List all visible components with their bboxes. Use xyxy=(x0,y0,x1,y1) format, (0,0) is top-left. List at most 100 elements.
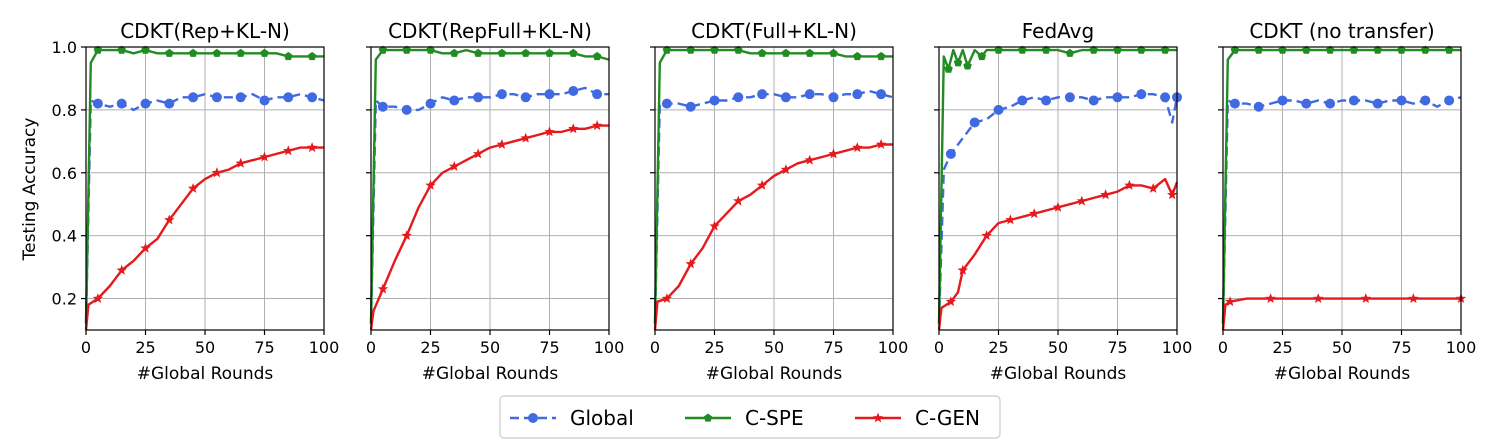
x-tick-label: 100 xyxy=(594,338,625,357)
legend-label-c-spe: C-SPE xyxy=(745,406,804,430)
data-point-c-spe xyxy=(1160,45,1170,54)
legend-marker-global xyxy=(528,413,538,423)
data-point-c-spe xyxy=(1349,45,1359,54)
data-point-global xyxy=(1372,98,1383,109)
data-point-c-gen xyxy=(259,151,270,162)
data-point-c-gen xyxy=(544,126,555,137)
x-tick-label: 50 xyxy=(480,338,500,357)
data-point-c-gen xyxy=(1148,183,1159,193)
data-point-c-spe xyxy=(497,48,507,57)
data-point-global xyxy=(1348,95,1359,106)
data-point-c-spe xyxy=(1113,45,1122,54)
data-point-c-gen xyxy=(211,167,223,178)
data-point-global xyxy=(425,98,436,109)
data-point-global xyxy=(92,98,103,109)
data-point-c-spe xyxy=(188,48,198,57)
data-point-c-gen xyxy=(1265,293,1276,303)
series-line-c-spe xyxy=(653,48,893,324)
x-tick-label: 100 xyxy=(1162,338,1193,357)
data-point-c-spe xyxy=(963,61,972,70)
y-axis-label: Testing Accuracy xyxy=(20,118,40,262)
series-line-c-gen xyxy=(84,146,324,331)
data-point-global xyxy=(1325,98,1336,109)
data-point-global xyxy=(1444,95,1455,106)
data-point-c-gen xyxy=(116,264,127,275)
panels: 0 25 50 75 100 0.2 0.4 0.6 0.8 1.0 CDKT(Rep+KL-N) #… xyxy=(52,19,1477,384)
data-point-c-spe xyxy=(1421,45,1430,54)
data-point-c-gen xyxy=(1408,293,1419,303)
data-point-c-spe xyxy=(165,48,174,57)
plot-frame xyxy=(654,46,894,331)
data-point-global xyxy=(993,104,1004,115)
data-point-global xyxy=(401,104,412,115)
data-point-c-gen xyxy=(1076,195,1087,206)
data-point-c-gen xyxy=(1124,179,1135,190)
data-point-c-gen xyxy=(283,145,294,156)
panel-title: CDKT(RepFull+KL-N) xyxy=(388,19,592,43)
data-point-global xyxy=(116,98,127,109)
legend-label-c-gen: C-GEN xyxy=(915,406,980,430)
panel-4: 0 25 50 75 100 FedAvg #Global Rounds xyxy=(934,19,1192,384)
series-line-c-spe xyxy=(84,48,324,324)
data-point-global xyxy=(945,148,956,159)
plot-frame xyxy=(370,46,610,331)
x-tick-label: 100 xyxy=(878,338,909,357)
y-tick-label: 0.8 xyxy=(52,101,77,120)
data-point-global xyxy=(1064,92,1075,103)
data-point-c-spe xyxy=(805,48,814,57)
data-point-c-spe xyxy=(1089,45,1098,54)
data-point-global xyxy=(852,89,863,100)
data-point-c-spe xyxy=(1397,45,1406,54)
data-point-global xyxy=(1136,89,1147,100)
x-tick-label: 25 xyxy=(135,338,155,357)
panel-2: 0 25 50 75 100 CDKT(RepFull+KL-N) #Global Roun… xyxy=(366,19,624,384)
series-line-global xyxy=(369,86,609,324)
data-point-c-spe xyxy=(1041,45,1051,54)
data-point-c-gen xyxy=(235,157,246,168)
panel-1: 0 25 50 75 100 0.2 0.4 0.6 0.8 1.0 CDKT(Rep+KL-N) #… xyxy=(52,19,340,384)
legend-marker-c-gen xyxy=(872,412,884,423)
data-point-c-gen xyxy=(981,230,992,241)
data-point-global xyxy=(1017,95,1028,106)
data-point-c-spe xyxy=(953,58,963,67)
data-point-global xyxy=(969,117,980,128)
data-point-c-gen xyxy=(945,296,957,307)
data-point-global xyxy=(1229,98,1240,109)
data-point-global xyxy=(804,89,815,100)
data-point-global xyxy=(1420,95,1431,106)
data-point-c-spe xyxy=(1018,45,1027,54)
data-point-c-gen xyxy=(591,120,603,131)
x-tick-label: 75 xyxy=(823,338,843,357)
x-tick-label: 25 xyxy=(1272,338,1292,357)
data-point-c-spe xyxy=(781,48,791,57)
data-point-c-spe xyxy=(426,45,435,54)
series-line-c-gen xyxy=(937,177,1179,331)
legend-frame xyxy=(499,395,1001,439)
plot-frame xyxy=(1222,46,1462,331)
data-point-c-spe xyxy=(1373,45,1382,54)
data-point-c-spe xyxy=(994,45,1003,54)
data-point-global xyxy=(140,98,151,109)
data-point-global xyxy=(520,92,531,103)
data-point-c-spe xyxy=(1444,45,1454,54)
data-point-global xyxy=(283,92,294,103)
data-point-c-spe xyxy=(734,45,743,54)
data-point-c-spe xyxy=(1278,45,1287,54)
series-line-global xyxy=(653,89,894,324)
data-point-c-spe xyxy=(521,48,530,57)
data-point-c-spe xyxy=(93,45,103,54)
data-point-c-spe xyxy=(473,48,483,57)
data-point-c-spe xyxy=(977,51,987,61)
data-point-c-gen xyxy=(1360,293,1371,303)
y-tick-label: 0.2 xyxy=(52,290,77,309)
data-point-c-gen xyxy=(1100,189,1111,200)
x-axis-label: #Global Rounds xyxy=(990,364,1127,384)
data-point-c-spe xyxy=(402,45,411,54)
data-point-c-spe xyxy=(212,48,222,57)
series-line-global xyxy=(937,93,1179,324)
data-point-c-gen xyxy=(449,161,460,171)
data-point-c-gen xyxy=(1167,189,1178,200)
series-line-c-gen xyxy=(369,124,609,331)
x-tick-label: 75 xyxy=(254,338,274,357)
legend-label-global: Global xyxy=(570,406,634,430)
